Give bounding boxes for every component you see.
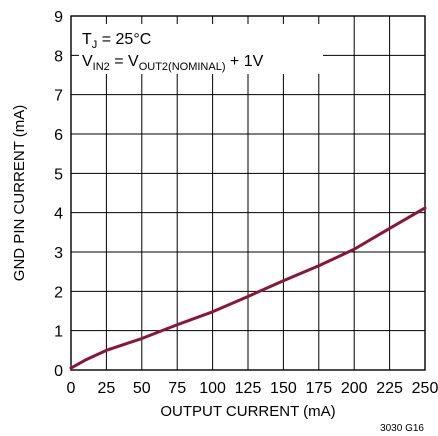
y-tick-label: 8 bbox=[54, 48, 63, 65]
figure-id: 3030 G16 bbox=[380, 423, 424, 434]
y-tick-label: 3 bbox=[54, 245, 63, 262]
y-tick-labels: 0 1 2 3 4 5 6 7 8 9 bbox=[54, 9, 63, 380]
x-tick-label: 175 bbox=[305, 380, 332, 397]
y-tick-label: 7 bbox=[54, 88, 63, 105]
y-tick-label: 4 bbox=[54, 206, 63, 223]
x-tick-label: 125 bbox=[235, 380, 262, 397]
x-tick-label: 0 bbox=[67, 380, 76, 397]
x-tick-label: 200 bbox=[341, 380, 368, 397]
x-tick-label: 225 bbox=[376, 380, 403, 397]
y-tick-label: 2 bbox=[54, 284, 63, 301]
series-line bbox=[69, 206, 427, 370]
y-tick-label: 6 bbox=[54, 127, 63, 144]
y-axis-title: GND PIN CURRENT (mA) bbox=[11, 105, 28, 281]
plot-frame bbox=[70, 15, 426, 371]
x-tick-labels: 0 25 50 75 100 125 150 175 200 225 250 bbox=[67, 380, 438, 397]
conditions-box bbox=[79, 24, 323, 74]
x-tick-label: 25 bbox=[98, 380, 116, 397]
x-tick-label: 250 bbox=[412, 380, 438, 397]
condition-temperature: TJ = 25°C bbox=[82, 31, 151, 51]
y-tick-label: 1 bbox=[54, 324, 63, 341]
y-tick-label: 5 bbox=[54, 166, 63, 183]
y-tick-label: 0 bbox=[54, 363, 63, 380]
x-axis-title: OUTPUT CURRENT (mA) bbox=[160, 403, 335, 420]
x-tick-label: 50 bbox=[133, 380, 151, 397]
condition-input-voltage: VIN2 = VOUT2(NOMINAL) + 1V bbox=[82, 53, 264, 73]
y-tick-label: 9 bbox=[54, 9, 63, 26]
x-tick-label: 75 bbox=[168, 380, 186, 397]
x-tick-label: 100 bbox=[199, 380, 226, 397]
x-tick-label: 150 bbox=[270, 380, 297, 397]
